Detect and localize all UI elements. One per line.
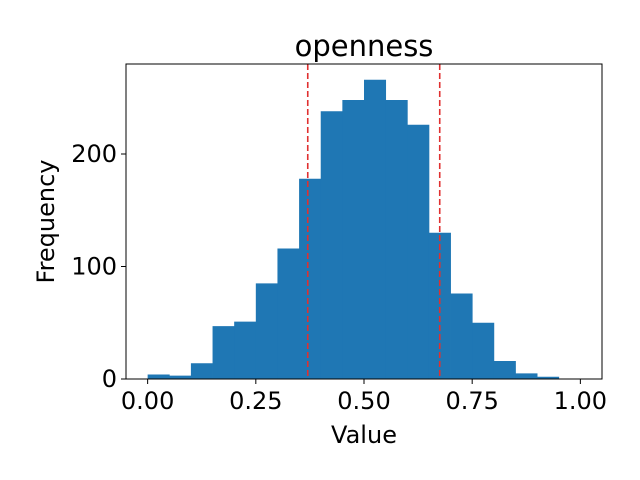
reference-lines-group	[306, 64, 441, 379]
bars-group	[147, 79, 560, 380]
y-tick-label: 0	[102, 365, 117, 393]
y-axis-title: Frequency	[32, 160, 60, 284]
y-tick-label: 200	[71, 140, 117, 168]
histogram-bar	[515, 373, 538, 380]
chart-title: openness	[295, 29, 434, 63]
y-axis-ticks: 0 100 200	[71, 140, 126, 393]
histogram-bar	[147, 374, 170, 379]
x-axis-ticks: 0.00 0.25 0.50 0.75 1.00	[121, 379, 607, 415]
x-tick-label: 0.50	[337, 387, 390, 415]
x-tick-label: 0.75	[445, 387, 498, 415]
histogram-bar	[190, 363, 213, 379]
histogram-bar	[277, 248, 300, 379]
histogram-bar	[299, 178, 322, 379]
x-tick-label: 0.00	[121, 387, 174, 415]
y-tick-label: 100	[71, 253, 117, 281]
histogram-bar	[428, 232, 451, 379]
histogram-bar	[385, 100, 408, 379]
histogram-bar	[342, 100, 365, 379]
histogram-bar	[472, 322, 495, 379]
histogram-bar	[493, 361, 516, 379]
histogram-bar	[537, 376, 560, 379]
x-tick-label: 1.00	[554, 387, 607, 415]
x-tick-label: 0.25	[229, 387, 282, 415]
histogram-bar	[320, 111, 343, 379]
histogram-bar	[407, 124, 430, 379]
histogram-bar	[212, 326, 235, 380]
histogram-bar	[169, 375, 192, 380]
histogram-bar	[450, 293, 473, 379]
histogram-bar	[364, 79, 387, 379]
histogram-bar	[255, 283, 278, 380]
x-axis-title: Value	[331, 421, 397, 449]
histogram-bar	[234, 321, 257, 380]
